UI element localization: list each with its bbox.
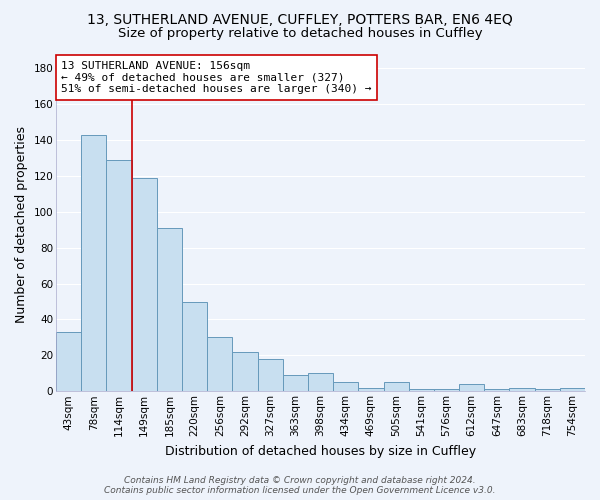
Bar <box>333 382 358 392</box>
Bar <box>560 388 585 392</box>
Bar <box>207 338 232 392</box>
Bar <box>409 390 434 392</box>
Bar <box>182 302 207 392</box>
Bar <box>56 332 81 392</box>
Bar <box>535 390 560 392</box>
Bar <box>308 374 333 392</box>
Text: 13 SUTHERLAND AVENUE: 156sqm
← 49% of detached houses are smaller (327)
51% of s: 13 SUTHERLAND AVENUE: 156sqm ← 49% of de… <box>61 61 372 94</box>
Bar <box>434 390 459 392</box>
Bar <box>509 388 535 392</box>
Y-axis label: Number of detached properties: Number of detached properties <box>15 126 28 323</box>
Bar <box>157 228 182 392</box>
Bar <box>383 382 409 392</box>
Bar <box>283 375 308 392</box>
Bar <box>81 134 106 392</box>
Text: Contains HM Land Registry data © Crown copyright and database right 2024.
Contai: Contains HM Land Registry data © Crown c… <box>104 476 496 495</box>
Bar <box>106 160 131 392</box>
Bar <box>131 178 157 392</box>
Bar <box>484 390 509 392</box>
Bar <box>459 384 484 392</box>
Text: 13, SUTHERLAND AVENUE, CUFFLEY, POTTERS BAR, EN6 4EQ: 13, SUTHERLAND AVENUE, CUFFLEY, POTTERS … <box>87 12 513 26</box>
X-axis label: Distribution of detached houses by size in Cuffley: Distribution of detached houses by size … <box>165 444 476 458</box>
Bar <box>358 388 383 392</box>
Bar <box>257 359 283 392</box>
Text: Size of property relative to detached houses in Cuffley: Size of property relative to detached ho… <box>118 28 482 40</box>
Bar <box>232 352 257 392</box>
